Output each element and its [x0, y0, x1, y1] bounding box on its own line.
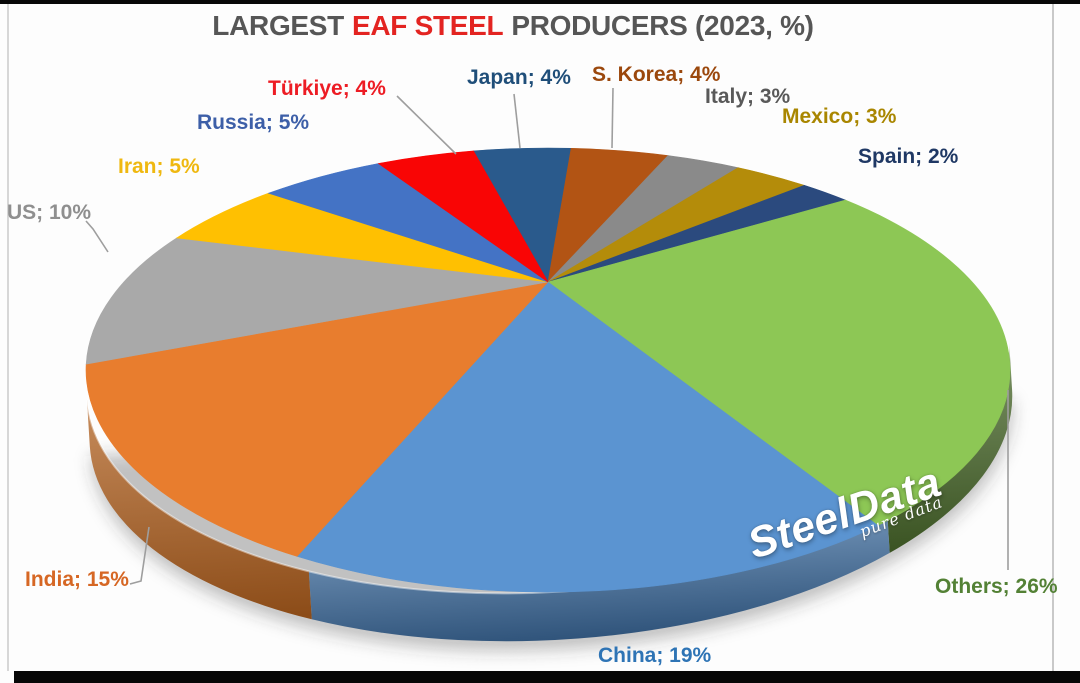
pie-side-india — [86, 398, 312, 620]
title-part-rest: PRODUCERS (2023, %) — [511, 10, 814, 41]
frame-line-right — [1052, 4, 1054, 671]
leader-line-turkiye — [396, 95, 457, 155]
leader-line-s-korea — [611, 87, 614, 149]
chart-title: LARGEST EAF STEEL PRODUCERS (2023, %) — [0, 10, 1026, 42]
title-part-main: LARGEST — [212, 10, 344, 41]
pie-slice-china — [296, 281, 879, 593]
leader-line-us — [85, 220, 109, 253]
title-part-accent: EAF STEEL — [351, 10, 504, 41]
pie-slice-others — [547, 199, 1011, 526]
leader-line-japan — [513, 93, 521, 149]
pie-side-highlight — [85, 398, 310, 573]
leader-line-india — [129, 526, 150, 585]
pie-side-china — [308, 505, 890, 642]
top-black-bar — [0, 0, 1080, 4]
pie-slice-turkiye — [377, 150, 549, 283]
pie-slice-us — [85, 237, 549, 365]
bottom-black-bar — [14, 671, 1080, 683]
frame-line-left — [7, 4, 9, 671]
pie-slice-india — [85, 281, 549, 557]
